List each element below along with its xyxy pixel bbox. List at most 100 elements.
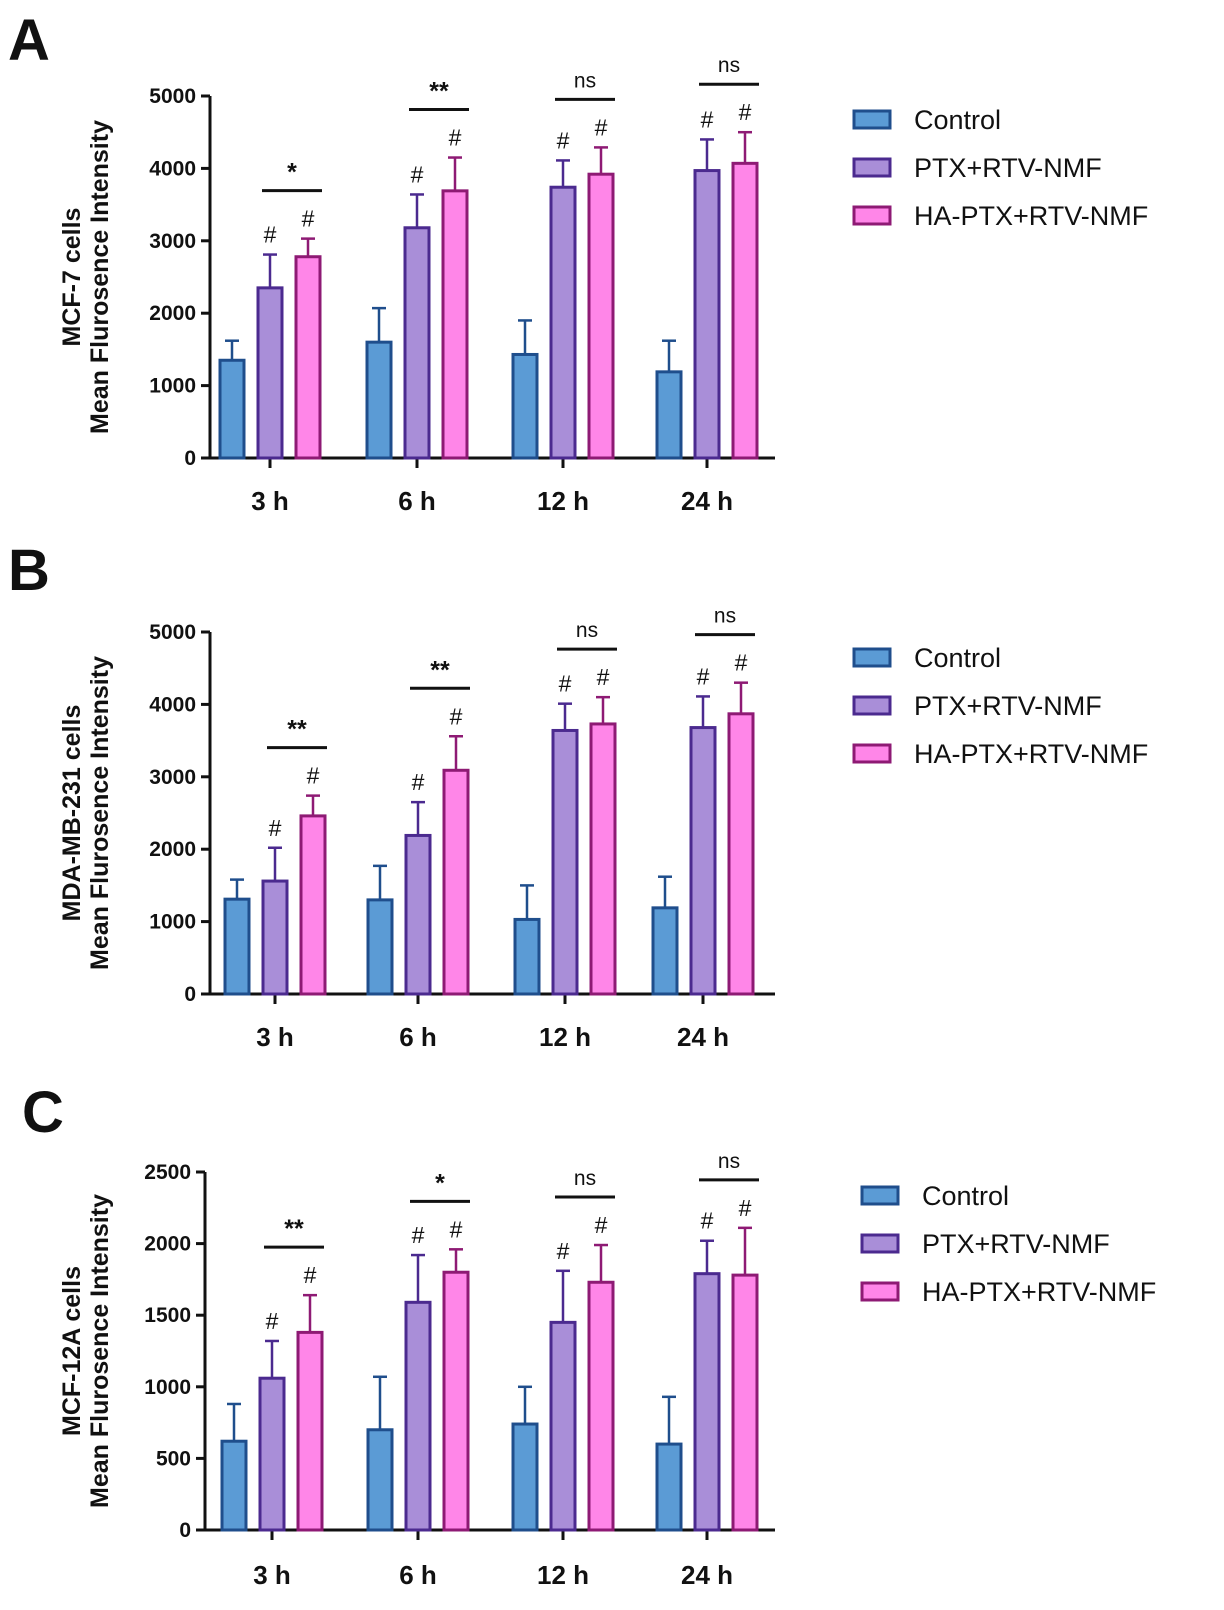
significance-label: ns	[718, 54, 740, 77]
significance-hash: #	[557, 127, 570, 153]
bar-control	[655, 370, 683, 460]
bar-ptx-rtv-nmf	[261, 879, 289, 996]
bar-ha-ptx-rtv-nmf	[587, 172, 615, 460]
bar-ha-ptx-rtv-nmf	[442, 1270, 470, 1532]
significance-hash: #	[412, 769, 425, 795]
significance-label: ns	[714, 605, 736, 628]
panel-letter: C	[22, 1080, 64, 1145]
y-tick-label: 2000	[144, 1233, 191, 1256]
y-tick-label: 1000	[144, 1376, 191, 1399]
bar-control	[511, 352, 539, 460]
significance-hash: #	[557, 1238, 570, 1264]
legend-swatch-ha-ptx-rtv-nmf	[852, 205, 892, 226]
x-tick-label: 3 h	[256, 1022, 294, 1052]
y-tick-label: 3000	[149, 230, 196, 253]
significance-hash: #	[412, 1222, 425, 1248]
significance-hash: #	[450, 703, 463, 729]
significance-hash: #	[302, 206, 315, 232]
y-tick-label: 1500	[144, 1304, 191, 1327]
x-tick-label: 6 h	[398, 486, 436, 516]
y-tick-label: 4000	[149, 693, 196, 716]
panel-c: C MCF-12A cells Mean Flurosence Intensity 0…	[22, 1080, 1156, 1590]
bar-ptx-rtv-nmf	[404, 833, 432, 996]
x-tick-label: 3 h	[251, 486, 289, 516]
bar-ptx-rtv-nmf	[256, 286, 284, 460]
bar-control	[511, 1422, 539, 1532]
bar-ha-ptx-rtv-nmf	[441, 189, 469, 460]
significance-hash: #	[697, 663, 710, 689]
significance-hash: #	[595, 114, 608, 140]
bar-control	[513, 917, 541, 996]
significance-label: *	[287, 159, 297, 187]
legend-swatch-control	[860, 1185, 900, 1206]
bar-ptx-rtv-nmf	[693, 1272, 721, 1532]
legend-swatch-ptx-rtv-nmf	[852, 695, 892, 716]
x-tick-label: 12 h	[537, 486, 589, 516]
y-axis-label-measure: Mean Flurosence Intensity	[86, 120, 114, 434]
x-tick-label: 12 h	[539, 1022, 591, 1052]
significance-hash: #	[735, 650, 748, 676]
significance-hash: #	[307, 763, 320, 789]
bar-ptx-rtv-nmf	[403, 226, 431, 460]
significance-hash: #	[559, 671, 572, 697]
x-tick-label: 12 h	[537, 1560, 589, 1590]
legend-label: Control	[914, 105, 1001, 135]
bar-ha-ptx-rtv-nmf	[299, 814, 327, 996]
legend-label: PTX+RTV-NMF	[914, 691, 1102, 721]
bar-control	[655, 1442, 683, 1532]
x-tick-label: 6 h	[399, 1560, 437, 1590]
y-tick-label: 3000	[149, 766, 196, 789]
legend-label: HA-PTX+RTV-NMF	[914, 201, 1148, 231]
y-tick-label: 2000	[149, 302, 196, 325]
y-axis-label-cell-line: MDA-MB-231 cells	[58, 705, 86, 922]
bar-ptx-rtv-nmf	[693, 169, 721, 460]
bar-ha-ptx-rtv-nmf	[296, 1330, 324, 1532]
y-tick-label: 2500	[144, 1161, 191, 1184]
legend-swatch-ha-ptx-rtv-nmf	[860, 1281, 900, 1302]
bar-control	[366, 898, 394, 996]
bar-ha-ptx-rtv-nmf	[589, 722, 617, 996]
y-tick-label: 5000	[149, 621, 196, 644]
bar-ha-ptx-rtv-nmf	[442, 768, 470, 996]
significance-label: *	[435, 1169, 445, 1197]
y-tick-label: 500	[156, 1447, 191, 1470]
bar-ptx-rtv-nmf	[551, 728, 579, 996]
legend-label: HA-PTX+RTV-NMF	[922, 1277, 1156, 1307]
x-tick-label: 24 h	[681, 486, 733, 516]
significance-hash: #	[266, 1308, 279, 1334]
bar-control	[220, 1439, 248, 1532]
legend-label: Control	[922, 1181, 1009, 1211]
legend-label: PTX+RTV-NMF	[914, 153, 1102, 183]
bar-control	[218, 358, 246, 460]
panel-b: B MDA-MB-231 cells Mean Flurosence Intensi…	[8, 538, 1148, 1052]
y-tick-label: 4000	[149, 157, 196, 180]
significance-hash: #	[739, 99, 752, 125]
legend-swatch-ha-ptx-rtv-nmf	[852, 743, 892, 764]
significance-label: **	[430, 656, 450, 684]
significance-hash: #	[701, 1208, 714, 1234]
significance-hash: #	[304, 1262, 317, 1288]
legend-label: Control	[914, 643, 1001, 673]
panel-letter: B	[8, 538, 50, 603]
x-tick-label: 24 h	[681, 1560, 733, 1590]
legend-swatch-control	[852, 109, 892, 130]
significance-label: ns	[718, 1150, 740, 1173]
significance-hash: #	[701, 106, 714, 132]
y-tick-label: 0	[179, 1519, 191, 1542]
significance-hash: #	[269, 815, 282, 841]
bar-ptx-rtv-nmf	[689, 726, 717, 996]
bar-control	[651, 906, 679, 996]
significance-hash: #	[739, 1195, 752, 1221]
bar-ptx-rtv-nmf	[549, 1320, 577, 1532]
y-axis-label-cell-line: MCF-7 cells	[58, 208, 86, 347]
x-tick-label: 3 h	[253, 1560, 291, 1590]
y-tick-label: 5000	[149, 85, 196, 108]
panel-letter: A	[8, 8, 50, 73]
x-tick-label: 24 h	[677, 1022, 729, 1052]
y-axis-label-measure: Mean Flurosence Intensity	[86, 1194, 114, 1508]
panel-a: A MCF-7 cells Mean Flurosence Intensity 0 10…	[8, 8, 1148, 516]
bar-ptx-rtv-nmf	[549, 185, 577, 460]
significance-hash: #	[597, 664, 610, 690]
significance-label: **	[287, 716, 307, 744]
